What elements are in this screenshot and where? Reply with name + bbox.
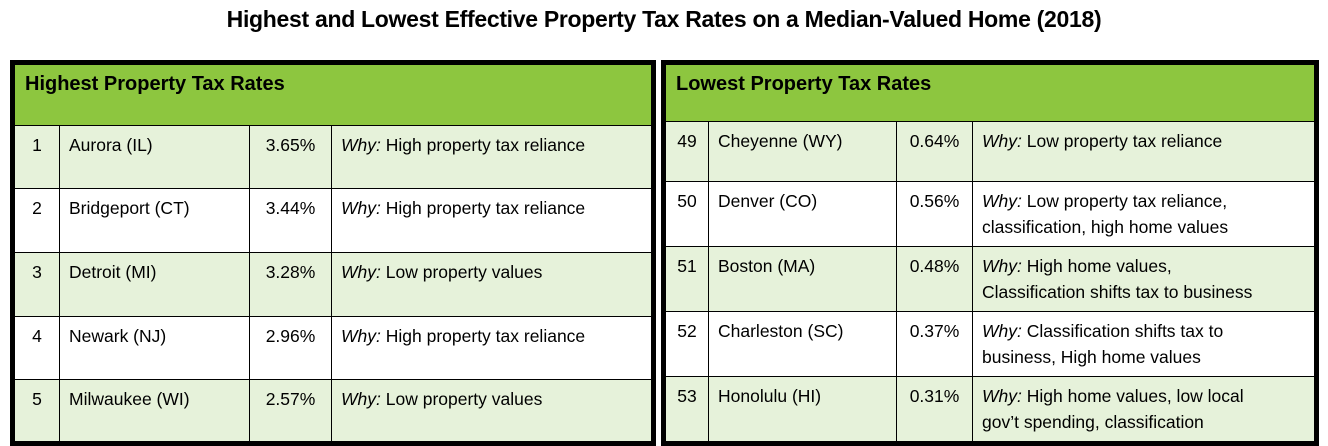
table-row: 5 Milwaukee (WI) 2.57% Why: Low property… <box>12 379 654 444</box>
why-label: Why: <box>341 198 381 219</box>
rank-cell: 50 <box>663 181 709 247</box>
table-row: 4 Newark (NJ) 2.96% Why: High property t… <box>12 315 654 381</box>
why-text: Low property tax reliance <box>1026 131 1223 151</box>
city-cell: Honolulu (HI) <box>708 376 897 444</box>
rank-cell: 4 <box>12 315 60 381</box>
why-cell: Why: Low property tax reliance <box>972 121 1317 182</box>
table-row: 1 Aurora (IL) 3.65% Why: High property t… <box>12 124 654 190</box>
why-cell: Why: High property tax reliance <box>331 188 654 253</box>
why-text: High home values, low local gov’t spendi… <box>982 386 1244 432</box>
rank-cell: 51 <box>663 246 709 312</box>
why-label: Why: <box>982 131 1022 151</box>
city-cell: Newark (NJ) <box>59 315 250 381</box>
why-text: High property tax reliance <box>385 325 586 346</box>
rate-cell: 3.65% <box>249 124 332 190</box>
table-row: 50 Denver (CO) 0.56% Why: Low property t… <box>663 181 1317 247</box>
page-title: Highest and Lowest Effective Property Ta… <box>226 6 1102 32</box>
why-cell: Why: High home values, low local gov’t s… <box>972 376 1317 444</box>
table-row: 51 Boston (MA) 0.48% Why: High home valu… <box>663 246 1317 312</box>
city-cell: Milwaukee (WI) <box>59 379 250 444</box>
lowest-rates-table: Lowest Property Tax Rates 49 Cheyenne (W… <box>661 60 1319 446</box>
why-text: Low property values <box>385 261 543 282</box>
highest-rates-table: Highest Property Tax Rates 1 Aurora (IL)… <box>10 60 656 446</box>
why-cell: Why: Classification shifts tax to busine… <box>972 311 1317 377</box>
why-label: Why: <box>982 386 1022 406</box>
why-cell: Why: Low property values <box>331 251 654 317</box>
lowest-rates-header: Lowest Property Tax Rates <box>663 62 1317 122</box>
city-cell: Denver (CO) <box>708 181 897 247</box>
rate-cell: 2.96% <box>249 315 332 381</box>
why-label: Why: <box>341 389 381 410</box>
table-row: 53 Honolulu (HI) 0.31% Why: High home va… <box>663 376 1317 444</box>
why-label: Why: <box>341 134 381 155</box>
why-text: High property tax reliance <box>385 198 586 219</box>
rate-cell: 0.56% <box>896 181 973 247</box>
why-text: Low property tax reliance, classificatio… <box>982 191 1229 237</box>
why-cell: Why: High home values, Classification sh… <box>972 246 1317 312</box>
table-row: 2 Bridgeport (CT) 3.44% Why: High proper… <box>12 188 654 253</box>
why-cell: Why: Low property tax reliance, classifi… <box>972 181 1317 247</box>
city-cell: Charleston (SC) <box>708 311 897 377</box>
rank-cell: 2 <box>12 188 60 253</box>
why-text: High property tax reliance <box>385 134 586 155</box>
why-label: Why: <box>341 325 381 346</box>
why-text: Classification shifts tax to business, H… <box>982 321 1224 367</box>
rate-cell: 0.31% <box>896 376 973 444</box>
rank-cell: 49 <box>663 121 709 182</box>
tables-container: Highest Property Tax Rates 1 Aurora (IL)… <box>10 60 1319 446</box>
why-label: Why: <box>982 321 1022 341</box>
rank-cell: 5 <box>12 379 60 444</box>
rank-cell: 52 <box>663 311 709 377</box>
rate-cell: 0.48% <box>896 246 973 312</box>
rate-cell: 0.37% <box>896 311 973 377</box>
why-text: High home values, Classification shifts … <box>982 256 1253 302</box>
rank-cell: 3 <box>12 251 60 317</box>
city-cell: Aurora (IL) <box>59 124 250 190</box>
table-row: 49 Cheyenne (WY) 0.64% Why: Low property… <box>663 121 1317 182</box>
why-label: Why: <box>982 191 1022 211</box>
rate-cell: 0.64% <box>896 121 973 182</box>
city-cell: Bridgeport (CT) <box>59 188 250 253</box>
why-cell: Why: Low property values <box>331 379 654 444</box>
rate-cell: 3.44% <box>249 188 332 253</box>
rank-cell: 53 <box>663 376 709 444</box>
rank-cell: 1 <box>12 124 60 190</box>
why-text: Low property values <box>385 389 543 410</box>
table-row: 3 Detroit (MI) 3.28% Why: Low property v… <box>12 251 654 317</box>
why-cell: Why: High property tax reliance <box>331 124 654 190</box>
city-cell: Detroit (MI) <box>59 251 250 317</box>
city-cell: Cheyenne (WY) <box>708 121 897 182</box>
city-cell: Boston (MA) <box>708 246 897 312</box>
why-cell: Why: High property tax reliance <box>331 315 654 381</box>
why-label: Why: <box>341 261 381 282</box>
table-header-row: Highest Property Tax Rates <box>12 62 654 126</box>
table-row: 52 Charleston (SC) 0.37% Why: Classifica… <box>663 311 1317 377</box>
why-label: Why: <box>982 256 1022 276</box>
rate-cell: 2.57% <box>249 379 332 444</box>
highest-rates-header: Highest Property Tax Rates <box>12 62 654 126</box>
table-header-row: Lowest Property Tax Rates <box>663 62 1317 122</box>
rate-cell: 3.28% <box>249 251 332 317</box>
